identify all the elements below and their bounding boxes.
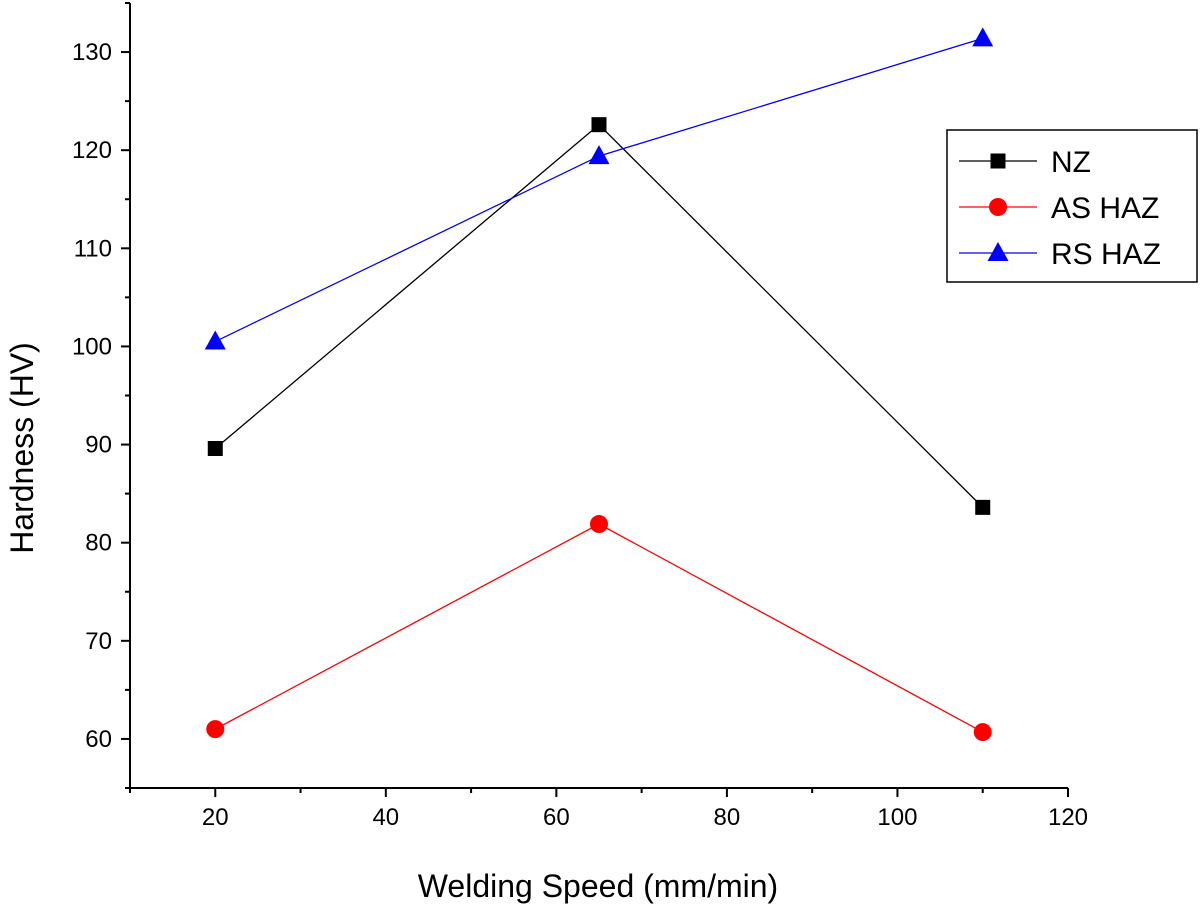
x-axis-title: Welding Speed (mm/min): [418, 868, 778, 904]
x-tick-label: 60: [543, 804, 570, 831]
y-tick-label: 80: [85, 530, 112, 557]
data-point-rs-haz: [588, 145, 610, 165]
axes: 20 40 60 80 100 120 60 70 80 90 100 110 120 130: [72, 2, 1088, 831]
x-tick-label: 20: [202, 804, 229, 831]
y-tick-label: 110: [74, 235, 112, 262]
data-point-as-haz: [590, 515, 608, 534]
series-markers: [204, 27, 994, 742]
y-tick-label: 60: [85, 726, 112, 753]
legend-label: NZ: [1051, 146, 1091, 179]
x-tick-label: 80: [714, 804, 741, 831]
y-tick-label: 90: [85, 432, 112, 459]
y-axis-title: Hardness (HV): [4, 342, 40, 554]
series-lines: [214, 37, 984, 733]
data-point-as-haz: [973, 723, 992, 742]
series-line-as-haz: [214, 523, 984, 733]
y-tick-label: 70: [85, 628, 112, 655]
y-tick-label: 100: [72, 333, 112, 360]
series-line-nz: [214, 123, 984, 508]
data-point-nz: [591, 117, 607, 133]
data-point-as-haz: [206, 720, 225, 739]
data-point-rs-haz: [972, 27, 994, 47]
legend-box: [946, 129, 1198, 283]
legend-marker: [987, 242, 1009, 261]
legend-marker: [989, 198, 1007, 216]
data-point-nz: [207, 440, 223, 456]
data-point-nz: [975, 499, 991, 515]
y-tick-label: 130: [72, 39, 112, 66]
legend-marker: [990, 153, 1006, 169]
x-tick-label: 120: [1048, 804, 1088, 831]
y-tick-label: 120: [72, 137, 112, 164]
series-line-rs-haz: [214, 37, 983, 343]
legend: NZ AS HAZ RS HAZ: [946, 129, 1198, 283]
x-tick-label: 40: [372, 804, 399, 831]
data-point-rs-haz: [204, 330, 226, 350]
x-tick-label: 100: [877, 804, 917, 831]
legend-label: RS HAZ: [1051, 238, 1161, 271]
legend-label: AS HAZ: [1051, 192, 1159, 225]
